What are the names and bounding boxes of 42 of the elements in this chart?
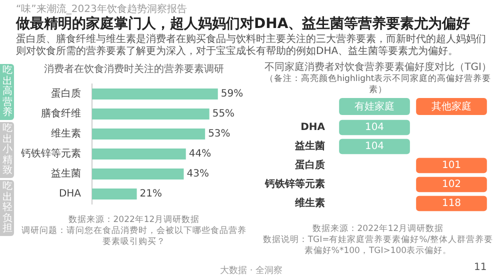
data-label: 101 xyxy=(442,160,462,172)
y-tick-label: 钙铁锌等元素 xyxy=(264,178,325,190)
source-note: 数据来源：2022年12月调研数据 xyxy=(67,215,201,226)
data-label: 104 xyxy=(364,122,384,134)
x-tick-label: 有娃家庭 xyxy=(354,100,394,113)
chart-title: 不同家庭消费者对饮食营养要素偏好度对比（TGI） xyxy=(264,62,492,74)
bar xyxy=(92,168,184,180)
source-note: 数据来源：2022年12月调研数据 xyxy=(311,224,445,234)
y-tick-label: 维生素 xyxy=(294,197,325,210)
y-tick-label: DHA xyxy=(300,122,326,134)
y-tick-label: 钙铁锌等元素 xyxy=(20,148,81,160)
y-tick-label: 蛋白质 xyxy=(51,88,81,100)
data-label: 118 xyxy=(442,198,462,210)
y-tick-label: 蛋白质 xyxy=(294,159,325,172)
y-tick-label: 益生菌 xyxy=(51,168,81,180)
y-tick-label: 维生素 xyxy=(51,128,81,140)
y-tick-label: DHA xyxy=(58,188,82,200)
x-tick-label: 其他家庭 xyxy=(432,100,472,113)
data-label: 44% xyxy=(188,148,212,160)
text: 蛋白质、膳食纤维与维生素是消费者在购买食品与饮料时主要关注的三大营养要素，而新时代的超人妈妈们则对饮食所需的营养要素了解更为深入，对于宝宝成长有帮助的例如DHA、益生菌等要素尤为偏好。 xyxy=(16,34,487,58)
bar xyxy=(92,88,218,100)
text: 做最精明的家庭掌门人，超人妈妈们对DHA、益生菌等营养要素尤为偏好 xyxy=(16,15,470,33)
data-label: 43% xyxy=(186,168,209,180)
bar xyxy=(92,148,186,160)
data-label: 21% xyxy=(140,188,162,200)
bar xyxy=(92,188,137,200)
text: 调研问题：请问您在食品消费时，会被以下哪些食品营养要素吸引购买？ xyxy=(20,226,248,248)
bar xyxy=(92,108,210,120)
data-label: 102 xyxy=(442,179,462,190)
text: 大数据 · 全洞察 xyxy=(220,264,283,277)
text: 数据说明：TGI=有娃家庭营养要素偏好%/整体人群营养要素偏好%*100，TGI>100表示偏好。 xyxy=(262,235,494,257)
y-tick-label: 膳食纤维 xyxy=(41,108,81,120)
bar xyxy=(92,128,206,140)
text: 11 xyxy=(474,262,487,273)
data-label: 104 xyxy=(364,141,384,152)
data-label: 53% xyxy=(208,128,230,140)
text: “味”来潮流_2023年饮食趋势洞察报告 xyxy=(16,2,187,16)
data-label: 59% xyxy=(220,88,244,100)
chart-title: 消费者在饮食消费时关注的营养要素调研 xyxy=(43,62,225,75)
data-label: 55% xyxy=(212,108,235,120)
y-tick-label: 益生菌 xyxy=(294,140,325,152)
chart-subtitle: （备注：高亮颜色highlight表示不同家庭的高偏好营养要素） xyxy=(264,74,492,96)
